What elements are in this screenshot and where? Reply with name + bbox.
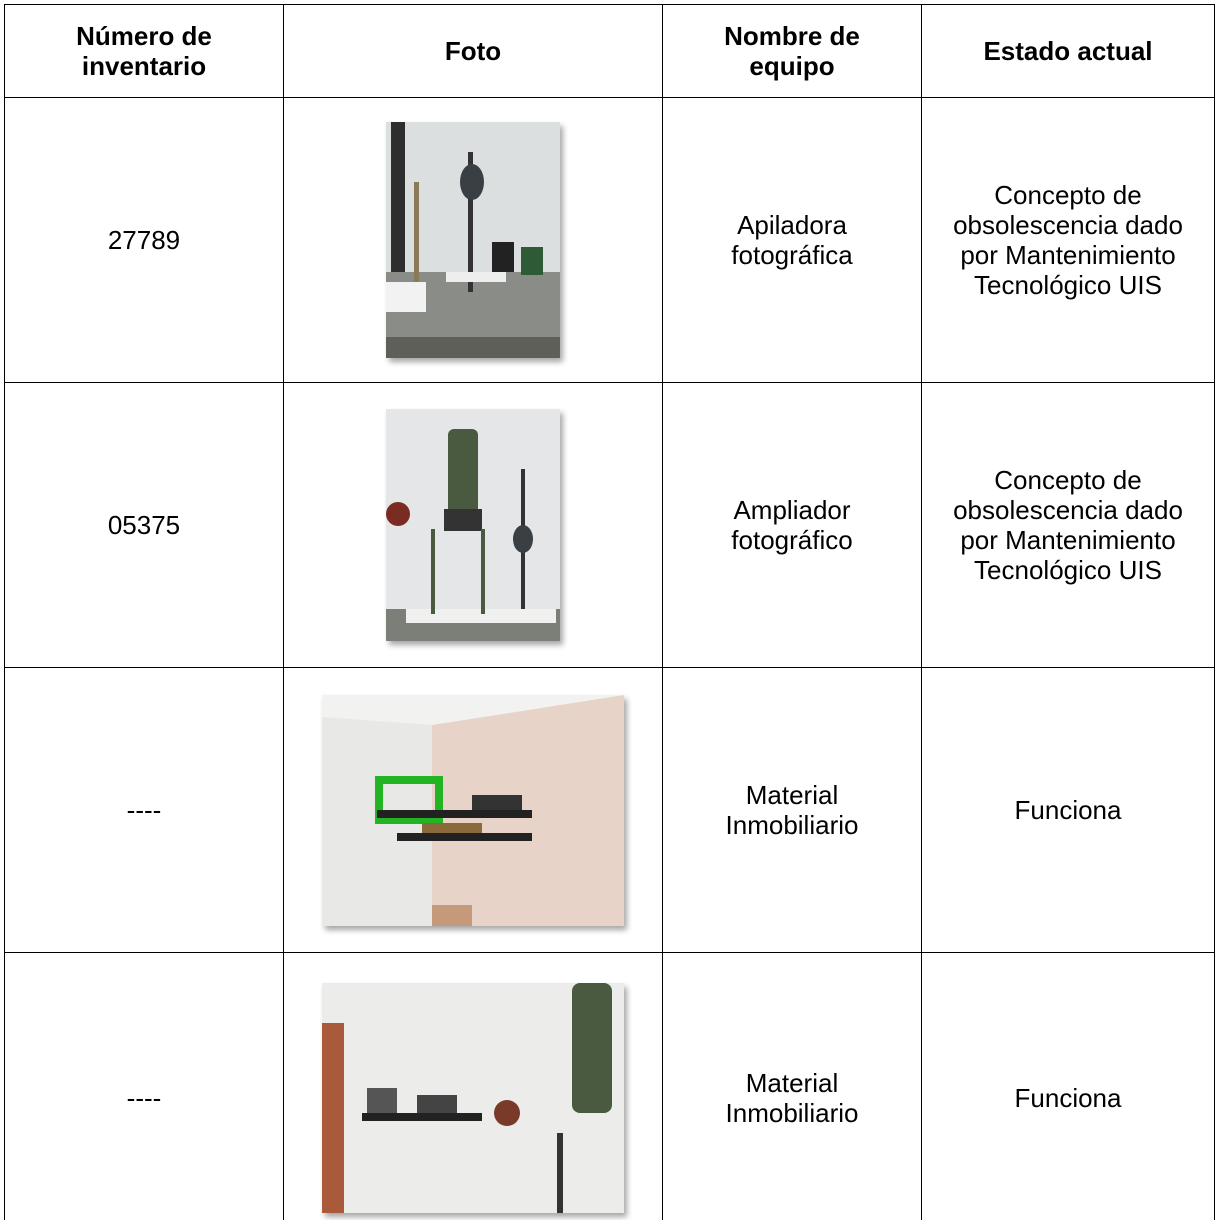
cell: Funciona [921, 952, 1215, 1220]
photo [386, 409, 560, 641]
cell: Apiladora fotográfica [662, 97, 922, 383]
photo [322, 694, 624, 926]
header-cell: Número de inventario [4, 4, 284, 98]
header-cell: Foto [283, 4, 663, 98]
row: ---- Material Inmobiliario Funciona [4, 667, 1215, 953]
header-text: Foto [444, 36, 502, 66]
photo-cell [283, 952, 663, 1220]
cell: 05375 [4, 382, 284, 668]
cell-text: Concepto de obsolescencia dado por Mante… [953, 180, 1183, 300]
header-text: Número de inventario [76, 21, 212, 81]
cell-text: Ampliador fotográfico [731, 495, 853, 555]
header-cell: Estado actual [921, 4, 1215, 98]
row: ---- Material Inmobiliario Funciona [4, 952, 1215, 1220]
cell-text: Funciona [1014, 795, 1122, 825]
cell-text: 27789 [107, 225, 181, 255]
cell-text: Apiladora fotográfica [731, 210, 853, 270]
cell-text: Funciona [1014, 1083, 1122, 1113]
cell: 27789 [4, 97, 284, 383]
header-cell: Nombre de equipo [662, 4, 922, 98]
photo [386, 122, 560, 358]
header-text: Estado actual [983, 36, 1153, 66]
photo-cell [283, 667, 663, 953]
cell-text: ---- [126, 1083, 162, 1113]
photo-cell [283, 382, 663, 668]
cell-text: Material Inmobiliario [725, 1068, 859, 1128]
row: 27789 Apiladora fotográfica Concepto de … [4, 97, 1215, 383]
cell: Funciona [921, 667, 1215, 953]
cell: Material Inmobiliario [662, 667, 922, 953]
cell: Concepto de obsolescencia dado por Mante… [921, 382, 1215, 668]
cell: ---- [4, 667, 284, 953]
inventory-table: Número de inventario Foto Nombre de equi… [4, 4, 1215, 1220]
cell-text: 05375 [107, 510, 181, 540]
cell-text: Material Inmobiliario [725, 780, 859, 840]
cell: Ampliador fotográfico [662, 382, 922, 668]
header-text: Nombre de equipo [724, 21, 860, 81]
cell: Material Inmobiliario [662, 952, 922, 1220]
cell: ---- [4, 952, 284, 1220]
cell-text: ---- [126, 795, 162, 825]
header-row: Número de inventario Foto Nombre de equi… [4, 4, 1215, 98]
photo [322, 983, 624, 1213]
cell: Concepto de obsolescencia dado por Mante… [921, 97, 1215, 383]
row: 05375 Ampliador fotográfico Concepto de … [4, 382, 1215, 668]
photo-cell [283, 97, 663, 383]
cell-text: Concepto de obsolescencia dado por Mante… [953, 465, 1183, 585]
